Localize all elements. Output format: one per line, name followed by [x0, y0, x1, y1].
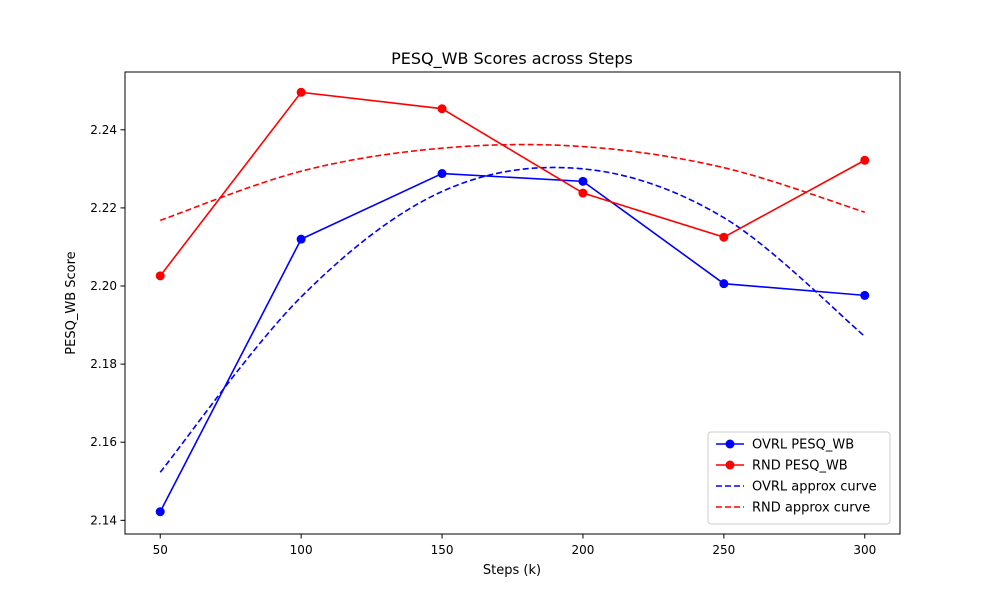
data-point-rnd-pesq-wb — [437, 104, 447, 114]
series-line-ovrl-approx-curve — [159, 166, 866, 473]
data-point-rnd-pesq-wb — [155, 271, 165, 281]
legend: OVRL PESQ_WB RND PESQ_WB OVRL approx curve… — [707, 431, 891, 525]
x-tick-label: 200 — [572, 543, 595, 557]
y-tick-label: 2.24 — [90, 123, 117, 137]
x-tick-label: 50 — [153, 543, 168, 557]
chart-title: PESQ_WB Scores across Steps — [391, 49, 633, 69]
data-point-ovrl-pesq-wb — [578, 176, 588, 186]
data-point-rnd-pesq-wb — [860, 155, 870, 165]
legend-label-rnd-pesq-wb: RND PESQ_WB — [752, 459, 848, 474]
y-axis-label: PESQ_WB Score — [64, 251, 79, 354]
series-line-rnd-approx-curve — [159, 143, 866, 222]
legend-box — [707, 431, 891, 525]
y-tick-label: 2.18 — [90, 357, 117, 371]
data-point-ovrl-pesq-wb — [719, 279, 729, 289]
data-point-rnd-pesq-wb — [719, 232, 729, 242]
x-tick-label: 250 — [712, 543, 735, 557]
y-tick-label: 2.22 — [90, 201, 117, 215]
x-tick-label: 100 — [290, 543, 313, 557]
y-tick-label: 2.14 — [90, 513, 117, 527]
series-group — [155, 87, 870, 517]
legend-label-rnd-approx-curve: RND approx curve — [752, 501, 870, 516]
legend-label-ovrl-approx-curve: OVRL approx curve — [752, 480, 877, 495]
legend-marker-rnd-pesq-wb — [725, 460, 735, 470]
data-point-ovrl-pesq-wb — [155, 507, 165, 517]
legend-marker-ovrl-pesq-wb — [725, 439, 735, 449]
series-line-ovrl-pesq-wb — [159, 172, 865, 513]
y-tick-label: 2.20 — [90, 279, 117, 293]
plot-frame — [124, 71, 901, 535]
y-tick-label: 2.16 — [90, 435, 117, 449]
x-axis-label: Steps (k) — [483, 563, 541, 578]
data-point-ovrl-pesq-wb — [437, 169, 447, 179]
data-point-ovrl-pesq-wb — [860, 290, 870, 300]
series-line-rnd-pesq-wb — [159, 91, 866, 277]
plot-area: 50 100 150 200 250 300 2.14 2.16 2.18 2.20 2.22 2.2… — [90, 71, 901, 557]
legend-label-ovrl-pesq-wb: OVRL PESQ_WB — [752, 438, 854, 453]
x-tick-label: 150 — [431, 543, 454, 557]
data-point-rnd-pesq-wb — [296, 87, 306, 97]
data-point-ovrl-pesq-wb — [296, 234, 306, 244]
data-point-rnd-pesq-wb — [578, 188, 588, 198]
x-tick-label: 300 — [853, 543, 876, 557]
